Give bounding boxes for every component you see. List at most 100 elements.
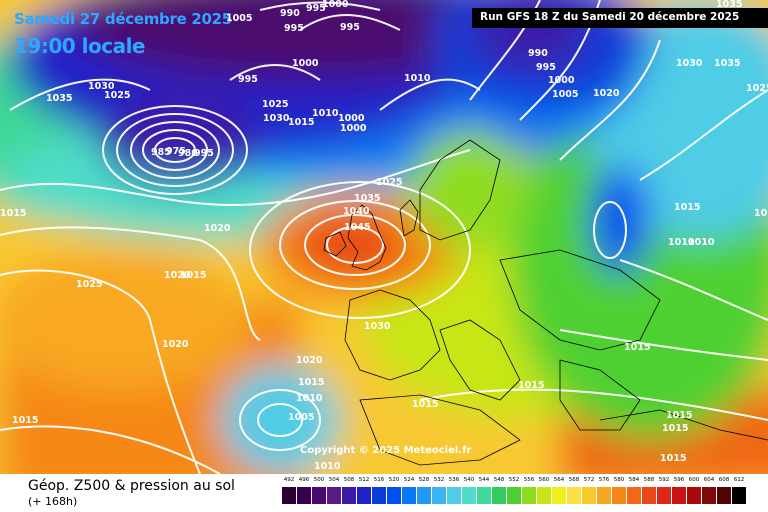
- isobar-label: 1010: [404, 73, 431, 84]
- isobar-label: 1045: [344, 222, 371, 233]
- run-banner: [472, 8, 768, 28]
- scale-swatch: [312, 487, 326, 504]
- scale-swatch: [402, 487, 416, 504]
- run-label: Run GFS 18 Z du Samedi 20 décembre 2025: [480, 11, 740, 23]
- scale-tick-label: 576: [598, 477, 610, 483]
- scale-tick-label: 528: [418, 477, 430, 483]
- isobar-label: 995: [306, 3, 326, 14]
- geopotential-color-scale: 492 496 500 504 508 512 516 520 524 528 532 536 540 5…: [282, 477, 752, 508]
- isobar-label: 1005: [226, 13, 253, 24]
- isobar-label: 1035: [716, 0, 743, 10]
- scale-swatch: [447, 487, 461, 504]
- scale-tick-label: 608: [718, 477, 730, 483]
- scale-swatch: [582, 487, 596, 504]
- isobar-label: 1030: [676, 58, 703, 69]
- scale-tick-label: 584: [628, 477, 640, 483]
- scale-swatch: [612, 487, 626, 504]
- scale-tick-label: 508: [343, 477, 355, 483]
- scale-swatch: [507, 487, 521, 504]
- isobar-label: 1005: [288, 412, 315, 423]
- scale-tick-label: 600: [688, 477, 700, 483]
- scale-swatch: [522, 487, 536, 504]
- isobar-label: 1015: [518, 380, 545, 391]
- scale-swatch: [372, 487, 386, 504]
- scale-tick-label: 564: [553, 477, 565, 483]
- copyright-notice: Copyright © 2025 Meteociel.fr: [300, 445, 472, 456]
- scale-tick-label: 612: [733, 477, 745, 483]
- scale-swatch: [672, 487, 686, 504]
- isobar-label: 1015: [298, 377, 325, 388]
- isobar-label: 1020: [164, 270, 191, 281]
- isobar-label: 1015: [666, 410, 693, 421]
- isobar-label: 1025: [262, 99, 289, 110]
- legend-footer: Géop. Z500 & pression au sol (+ 168h) 49…: [0, 474, 768, 512]
- isobar-label: 1030: [88, 81, 115, 92]
- isobar-label: 1030: [364, 321, 391, 332]
- scale-tick-label: 588: [643, 477, 655, 483]
- scale-swatch: [702, 487, 716, 504]
- scale-swatch: [462, 487, 476, 504]
- scale-swatch: [282, 487, 296, 504]
- scale-swatch: [627, 487, 641, 504]
- isobar-label: 975: [166, 146, 186, 157]
- isobar-label: 1020: [296, 355, 323, 366]
- scale-tick-label: 524: [403, 477, 415, 483]
- forecast-time: 19:00 locale: [14, 34, 146, 58]
- forecast-lead-time: (+ 168h): [28, 495, 78, 508]
- isobar-label: 1000: [322, 0, 349, 10]
- isobar-label: 1025: [376, 177, 403, 188]
- forecast-map: Samedi 27 décembre 2025 19:00 locale Run…: [0, 0, 768, 474]
- scale-swatch: [342, 487, 356, 504]
- scale-tick-label: 492: [283, 477, 295, 483]
- isobar-label: 1020: [593, 88, 620, 99]
- scale-tick-label: 604: [703, 477, 715, 483]
- scale-swatch: [642, 487, 656, 504]
- isobar-label: 1000: [340, 123, 367, 134]
- isobar-label: 1025: [76, 279, 103, 290]
- isobar-label: 1035: [46, 93, 73, 104]
- scale-tick-label: 556: [523, 477, 535, 483]
- isobars: [0, 0, 768, 474]
- isobar-label: 1015: [754, 208, 768, 219]
- scale-tick-label: 548: [493, 477, 505, 483]
- isobar-label: 1040: [343, 206, 370, 217]
- isobar-label: 1015: [12, 415, 39, 426]
- isobar-label: 1025: [746, 83, 768, 94]
- isobar-label: 1000: [338, 113, 365, 124]
- isobar-label: 995: [284, 23, 304, 34]
- scale-tick-label: 516: [373, 477, 385, 483]
- scale-tick-label: 592: [658, 477, 670, 483]
- scale-swatch: [687, 487, 701, 504]
- isobar-label: 1000: [292, 58, 319, 69]
- isobar-label: 1015: [662, 423, 689, 434]
- scale-swatch: [327, 487, 341, 504]
- isobar-label: 1010: [668, 237, 695, 248]
- scale-tick-label: 504: [328, 477, 340, 483]
- scale-swatch: [387, 487, 401, 504]
- isobar-label: 1020: [204, 223, 231, 234]
- scale-swatch: [717, 487, 731, 504]
- isobar-label: 1010: [314, 461, 341, 472]
- isobar-label: 1010: [312, 108, 339, 119]
- scale-tick-label: 568: [568, 477, 580, 483]
- isobar-label: 990: [280, 8, 300, 19]
- isobar-label: 1015: [624, 342, 651, 353]
- scale-swatch: [492, 487, 506, 504]
- geopotential-field: [0, 0, 768, 474]
- isobar-label: 1010: [688, 237, 715, 248]
- scale-swatch: [357, 487, 371, 504]
- scale-tick-label: 580: [613, 477, 625, 483]
- coastlines: [323, 139, 768, 466]
- isobar-label: 985: [151, 147, 171, 158]
- scale-tick-label: 532: [433, 477, 445, 483]
- scale-tick-label: 536: [448, 477, 460, 483]
- scale-swatch: [597, 487, 611, 504]
- isobar-label: 995: [340, 22, 360, 33]
- isobar-label: 1015: [180, 270, 207, 281]
- scale-tick-label: 544: [478, 477, 490, 483]
- forecast-date: Samedi 27 décembre 2025: [14, 10, 232, 28]
- scale-tick-label: 572: [583, 477, 595, 483]
- scale-tick-label: 540: [463, 477, 475, 483]
- isobar-label: 1015: [660, 453, 687, 464]
- map-title: Géop. Z500 & pression au sol: [28, 478, 235, 494]
